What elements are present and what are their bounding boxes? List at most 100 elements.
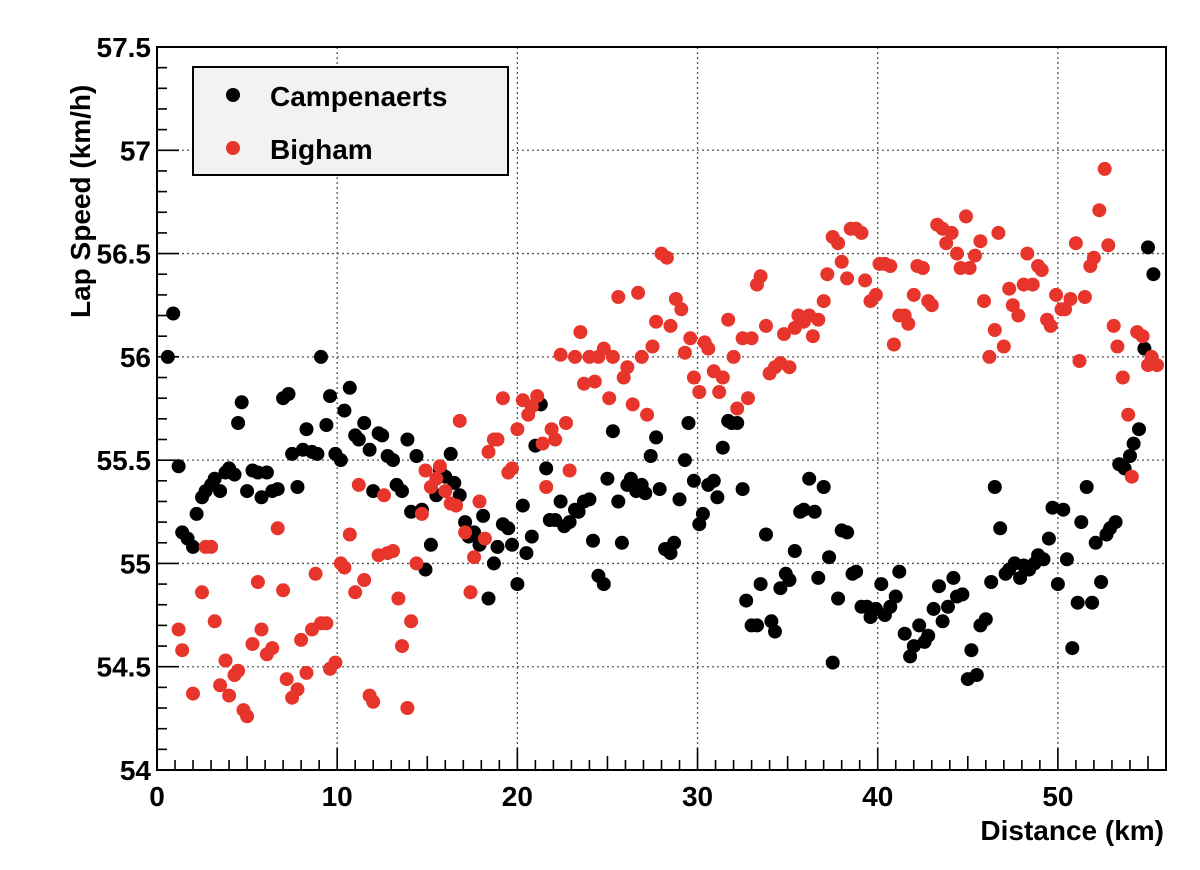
- data-point-campenaerts: [883, 599, 898, 614]
- data-point-campenaerts: [166, 306, 181, 321]
- data-point-campenaerts: [964, 643, 979, 658]
- axis-ticks: [156, 46, 1167, 771]
- data-point-bigham: [744, 331, 759, 346]
- data-point-bigham: [400, 701, 415, 715]
- data-point-campenaerts: [1050, 577, 1065, 592]
- data-point-bigham: [777, 327, 791, 342]
- data-point-bigham: [490, 432, 505, 447]
- legend-label-campenaerts: Campenaerts: [270, 81, 447, 112]
- data-point-bigham: [811, 312, 826, 327]
- x-tick-label: 40: [862, 781, 893, 812]
- data-point-campenaerts: [921, 628, 936, 643]
- data-point-bigham: [495, 391, 510, 406]
- data-point-campenaerts: [935, 614, 950, 629]
- data-point-campenaerts: [759, 527, 773, 542]
- data-point-campenaerts: [955, 587, 970, 602]
- data-point-campenaerts: [672, 492, 687, 507]
- data-point-campenaerts: [395, 484, 409, 499]
- data-point-campenaerts: [652, 482, 667, 497]
- data-point-campenaerts: [213, 484, 228, 499]
- data-point-campenaerts: [782, 573, 797, 587]
- data-point-bigham: [414, 506, 429, 521]
- data-point-bigham: [265, 641, 280, 656]
- data-point-campenaerts: [605, 424, 620, 439]
- data-point-bigham: [348, 585, 363, 600]
- data-point-bigham: [429, 471, 444, 486]
- x-tick-label: 50: [1042, 781, 1073, 812]
- data-point-bigham: [968, 248, 982, 263]
- data-point-campenaerts: [351, 432, 366, 447]
- data-point-campenaerts: [710, 490, 725, 505]
- data-point-campenaerts: [270, 482, 285, 497]
- data-point-bigham: [438, 484, 453, 499]
- data-point-bigham: [1086, 250, 1101, 265]
- series-campenaerts: [160, 240, 1161, 687]
- data-point-bigham: [645, 339, 660, 354]
- data-point-bigham: [218, 653, 233, 668]
- data-point-bigham: [1034, 263, 1049, 278]
- data-point-campenaerts: [822, 550, 837, 565]
- data-point-bigham: [759, 318, 773, 333]
- data-point-bigham: [668, 292, 683, 306]
- data-point-bigham: [596, 341, 611, 356]
- data-point-bigham: [901, 316, 916, 331]
- data-point-campenaerts: [987, 480, 1002, 494]
- data-point-bigham: [674, 302, 689, 317]
- data-point-bigham: [939, 236, 954, 251]
- data-point-campenaerts: [189, 506, 204, 521]
- data-point-campenaerts: [811, 570, 826, 585]
- data-point-bigham: [649, 314, 664, 329]
- y-tick-label: 57.5: [97, 32, 152, 63]
- data-point-bigham: [449, 498, 464, 513]
- data-point-bigham: [577, 376, 591, 391]
- data-point-campenaerts: [614, 535, 629, 550]
- x-tick-label: 20: [502, 781, 533, 812]
- data-point-bigham: [245, 637, 260, 651]
- y-tick-label: 57: [120, 135, 151, 166]
- data-point-campenaerts: [796, 502, 811, 517]
- y-tick-label: 56.5: [97, 239, 152, 270]
- data-point-campenaerts: [490, 539, 505, 554]
- data-point-campenaerts: [1126, 436, 1141, 451]
- data-point-campenaerts: [404, 504, 419, 519]
- data-point-campenaerts: [638, 486, 653, 501]
- y-tick-label: 55.5: [97, 445, 152, 476]
- data-point-campenaerts: [299, 422, 314, 437]
- data-point-bigham: [207, 614, 222, 629]
- data-point-campenaerts: [1108, 515, 1123, 530]
- data-point-bigham: [250, 575, 265, 589]
- data-point-bigham: [254, 622, 269, 637]
- data-point-bigham: [631, 285, 646, 300]
- data-point-campenaerts: [254, 490, 269, 505]
- data-point-bigham: [587, 374, 602, 389]
- data-point-bigham: [467, 550, 482, 565]
- grid: [157, 47, 1166, 770]
- data-point-campenaerts: [753, 577, 768, 592]
- data-point-bigham: [1097, 161, 1112, 176]
- data-point-bigham: [805, 329, 820, 344]
- data-point-campenaerts: [773, 581, 788, 596]
- data-point-bigham: [1106, 318, 1121, 333]
- data-point-campenaerts: [667, 535, 682, 550]
- data-point-bigham: [640, 407, 655, 422]
- data-point-campenaerts: [840, 525, 855, 540]
- data-point-bigham: [404, 614, 419, 629]
- data-point-bigham: [659, 250, 674, 265]
- y-tick-label: 54.5: [97, 652, 152, 683]
- y-tick-label: 56: [120, 342, 151, 373]
- data-point-campenaerts: [681, 416, 696, 430]
- data-point-campenaerts: [1079, 480, 1094, 494]
- data-point-bigham: [820, 267, 835, 282]
- data-point-bigham: [840, 271, 855, 286]
- data-point-campenaerts: [715, 440, 730, 455]
- data-point-campenaerts: [816, 480, 831, 494]
- data-point-bigham: [991, 225, 1006, 240]
- data-point-bigham: [510, 422, 525, 437]
- data-point-bigham: [477, 531, 492, 546]
- data-point-bigham: [1063, 292, 1078, 306]
- data-point-bigham: [559, 416, 573, 430]
- data-point-bigham: [290, 682, 305, 697]
- data-point-bigham: [1092, 203, 1107, 218]
- data-point-campenaerts: [706, 473, 721, 488]
- data-point-campenaerts: [234, 395, 249, 410]
